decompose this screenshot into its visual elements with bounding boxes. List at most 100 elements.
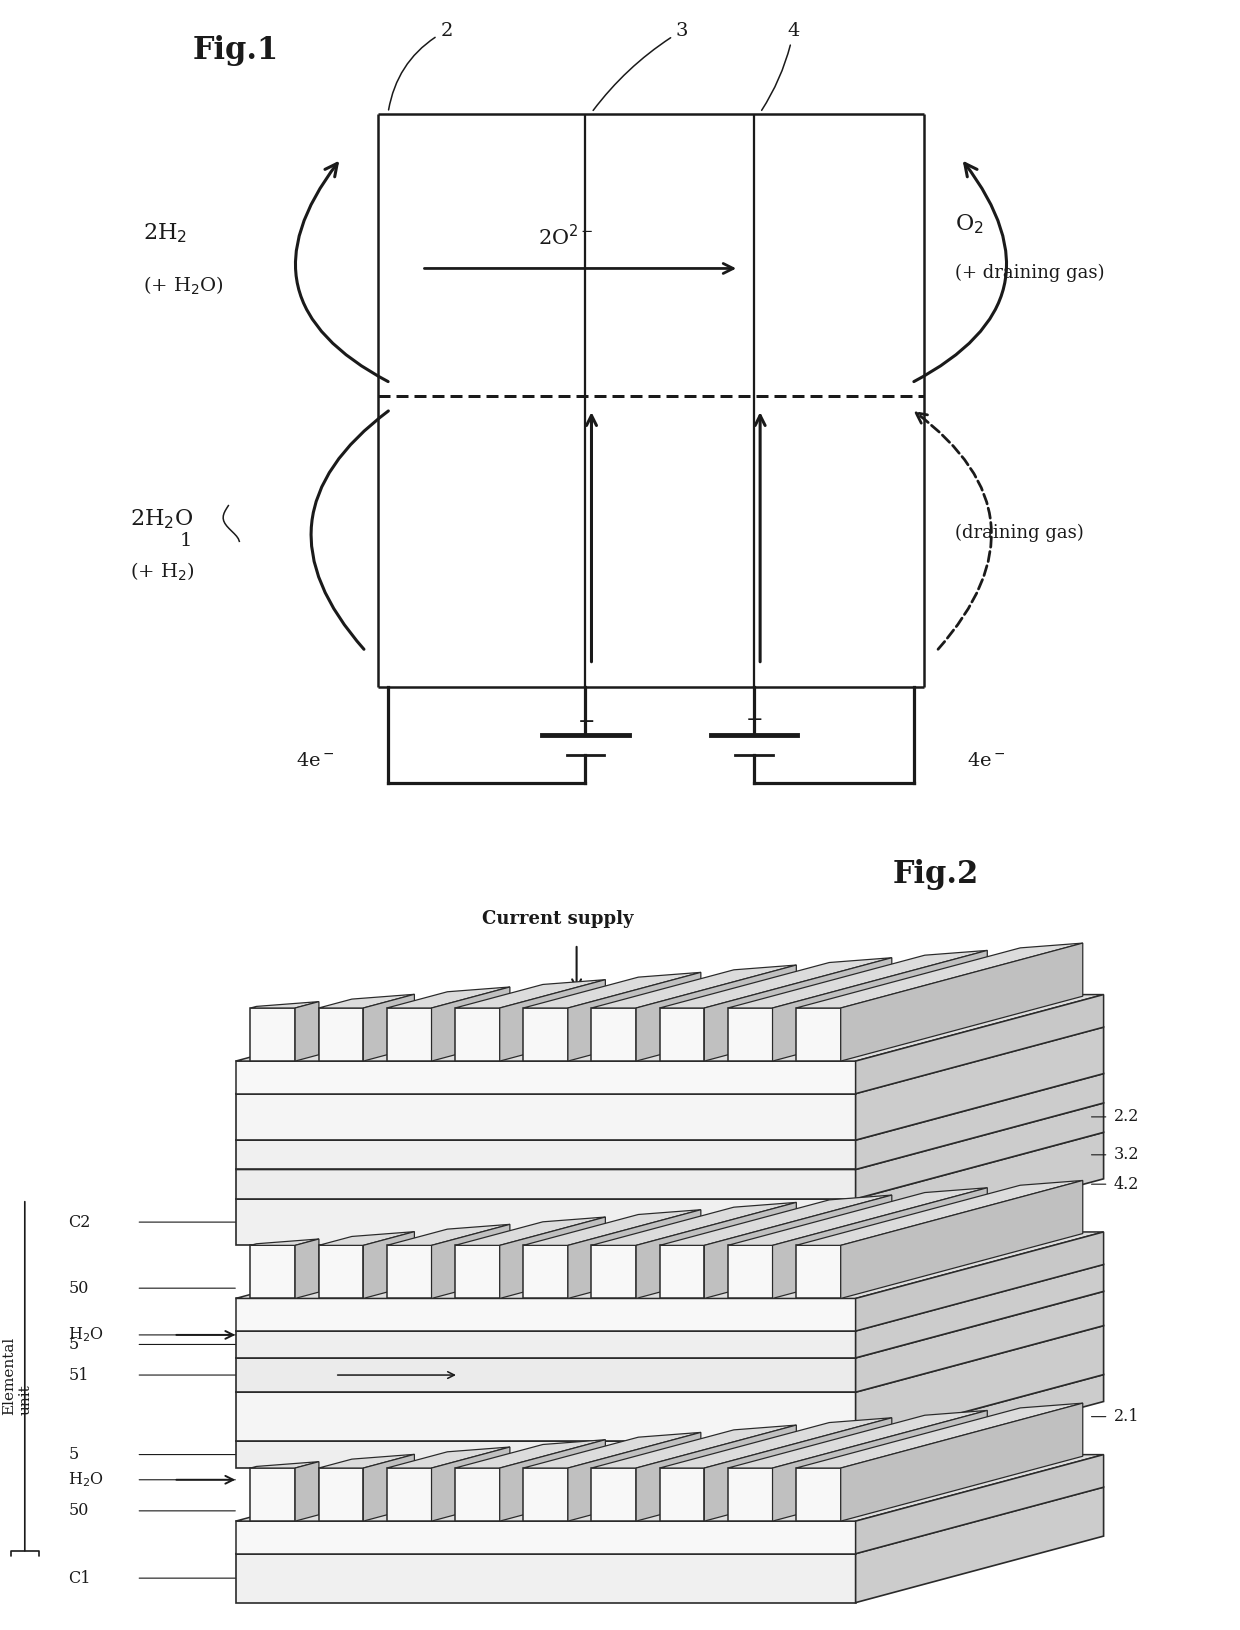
Polygon shape <box>728 950 987 1007</box>
Polygon shape <box>728 1410 987 1469</box>
Polygon shape <box>236 1441 856 1469</box>
Polygon shape <box>236 1094 856 1139</box>
Polygon shape <box>236 1104 1104 1169</box>
Polygon shape <box>841 944 1083 1061</box>
Polygon shape <box>704 958 892 1061</box>
Polygon shape <box>236 1074 1104 1139</box>
Polygon shape <box>387 988 510 1007</box>
Polygon shape <box>236 994 1104 1061</box>
Polygon shape <box>591 1245 636 1299</box>
Polygon shape <box>319 1469 363 1521</box>
Polygon shape <box>591 965 796 1007</box>
Polygon shape <box>523 1433 701 1469</box>
Polygon shape <box>236 1454 1104 1521</box>
Text: 2H$_2$O: 2H$_2$O <box>130 507 193 531</box>
Text: C1: C1 <box>68 1570 91 1586</box>
Polygon shape <box>236 1169 856 1198</box>
Text: 1: 1 <box>180 531 192 549</box>
Text: Elemental
unit: Elemental unit <box>2 1337 32 1415</box>
Polygon shape <box>250 1462 319 1469</box>
Polygon shape <box>236 1265 1104 1332</box>
Polygon shape <box>523 1209 701 1245</box>
Text: $-$: $-$ <box>577 711 594 730</box>
Polygon shape <box>432 988 510 1061</box>
Polygon shape <box>250 1007 295 1061</box>
Polygon shape <box>455 1007 500 1061</box>
Polygon shape <box>728 1007 773 1061</box>
Polygon shape <box>591 1425 796 1469</box>
Text: 50: 50 <box>68 1280 88 1297</box>
Polygon shape <box>523 1007 568 1061</box>
Polygon shape <box>363 994 414 1061</box>
Polygon shape <box>236 1198 856 1245</box>
Polygon shape <box>319 1007 363 1061</box>
Polygon shape <box>660 958 892 1007</box>
Polygon shape <box>660 1245 704 1299</box>
Polygon shape <box>236 1358 856 1392</box>
Polygon shape <box>319 1232 414 1245</box>
Polygon shape <box>387 1447 510 1469</box>
Polygon shape <box>660 1418 892 1469</box>
Polygon shape <box>856 1232 1104 1332</box>
Polygon shape <box>636 965 796 1061</box>
Polygon shape <box>236 1392 856 1441</box>
Text: C2: C2 <box>68 1214 91 1231</box>
Text: 50: 50 <box>68 1503 88 1519</box>
Polygon shape <box>660 1469 704 1521</box>
Polygon shape <box>236 1232 1104 1299</box>
Text: 2.2: 2.2 <box>1114 1108 1138 1125</box>
Polygon shape <box>500 1218 605 1299</box>
Polygon shape <box>250 1001 319 1007</box>
Text: Fig.2: Fig.2 <box>893 859 980 890</box>
Polygon shape <box>568 1209 701 1299</box>
Polygon shape <box>856 1325 1104 1441</box>
Polygon shape <box>295 1239 319 1299</box>
Text: H$_2$O: H$_2$O <box>68 1325 104 1345</box>
Text: (+ H$_2$O): (+ H$_2$O) <box>143 275 223 297</box>
Polygon shape <box>523 973 701 1007</box>
Polygon shape <box>250 1469 295 1521</box>
Polygon shape <box>236 1027 1104 1094</box>
Polygon shape <box>363 1232 414 1299</box>
Polygon shape <box>841 1403 1083 1521</box>
Polygon shape <box>773 950 987 1061</box>
Polygon shape <box>660 1007 704 1061</box>
Polygon shape <box>236 1061 856 1094</box>
Polygon shape <box>319 994 414 1007</box>
Polygon shape <box>660 1195 892 1245</box>
Text: $+$: $+$ <box>745 711 763 730</box>
Text: 2.1: 2.1 <box>1114 1408 1140 1425</box>
Text: Current supply: Current supply <box>482 911 634 929</box>
Text: 4e$^-$: 4e$^-$ <box>296 753 335 771</box>
Polygon shape <box>856 1104 1104 1198</box>
Polygon shape <box>796 1245 841 1299</box>
Polygon shape <box>236 1325 1104 1392</box>
Polygon shape <box>704 1195 892 1299</box>
Text: 4: 4 <box>761 21 800 111</box>
Polygon shape <box>432 1224 510 1299</box>
Polygon shape <box>363 1454 414 1521</box>
Text: O$_2$: O$_2$ <box>955 212 983 236</box>
Polygon shape <box>636 1203 796 1299</box>
Polygon shape <box>236 1487 1104 1553</box>
Text: 4.2: 4.2 <box>1114 1175 1138 1193</box>
Polygon shape <box>856 1133 1104 1245</box>
Polygon shape <box>236 1133 1104 1198</box>
Polygon shape <box>236 1139 856 1169</box>
Polygon shape <box>455 1439 605 1469</box>
Polygon shape <box>455 980 605 1007</box>
Text: 5: 5 <box>68 1337 78 1353</box>
Text: 3: 3 <box>593 21 688 111</box>
Polygon shape <box>856 1487 1104 1602</box>
Polygon shape <box>796 944 1083 1007</box>
Text: 5: 5 <box>68 1446 78 1464</box>
Text: 2: 2 <box>388 21 453 109</box>
Polygon shape <box>796 1469 841 1521</box>
Polygon shape <box>387 1224 510 1245</box>
Text: 3.2: 3.2 <box>1114 1146 1140 1164</box>
Polygon shape <box>856 1265 1104 1358</box>
Polygon shape <box>728 1469 773 1521</box>
Polygon shape <box>387 1007 432 1061</box>
Polygon shape <box>236 1521 856 1553</box>
Polygon shape <box>500 1439 605 1521</box>
